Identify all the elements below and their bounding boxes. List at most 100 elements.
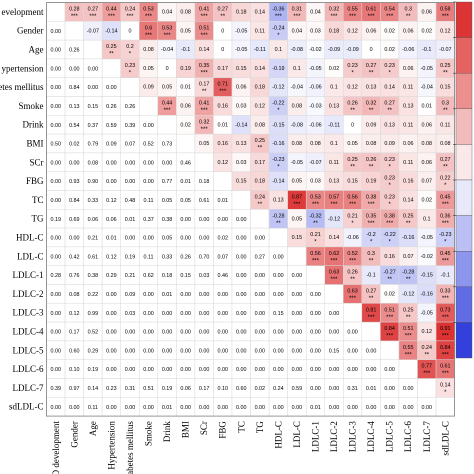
correlation-value: -0.06 bbox=[309, 85, 321, 91]
p-value: 0.93 bbox=[69, 179, 80, 185]
significance-stars: *** bbox=[201, 33, 209, 39]
p-value: 0.00 bbox=[180, 405, 191, 411]
correlation-value: 0.63 bbox=[347, 289, 358, 295]
significance-stars: *** bbox=[71, 14, 79, 20]
p-value: 0.00 bbox=[106, 160, 117, 166]
p-value: 0.07 bbox=[217, 254, 228, 260]
correlation-value: -0.11 bbox=[254, 47, 266, 53]
significance-stars: * bbox=[389, 240, 392, 246]
correlation-value: 0.16 bbox=[384, 254, 395, 260]
p-value: 0.00 bbox=[125, 160, 136, 166]
correlation-value: 0.08 bbox=[366, 141, 377, 147]
correlation-value: 0.14 bbox=[255, 66, 266, 72]
significance-stars: ** bbox=[220, 14, 225, 20]
p-value: 0.00 bbox=[51, 85, 62, 91]
significance-stars: *** bbox=[331, 202, 339, 208]
p-value: 0.07 bbox=[125, 142, 136, 148]
p-value: 0.00 bbox=[310, 367, 321, 373]
row-label: LDLC-5 bbox=[13, 345, 44, 355]
correlation-value: -0.06 bbox=[309, 122, 321, 128]
p-value: 0.00 bbox=[329, 330, 340, 336]
correlation-value: 0.57 bbox=[329, 195, 340, 201]
correlation-value: -0.1 bbox=[366, 273, 375, 279]
correlation-value: 0.51 bbox=[199, 25, 210, 31]
correlation-value: -0.02 bbox=[421, 254, 433, 260]
significance-stars: *** bbox=[386, 334, 394, 340]
p-value: 0.00 bbox=[236, 348, 247, 354]
significance-stars: *** bbox=[331, 258, 339, 264]
significance-stars: *** bbox=[293, 14, 301, 20]
p-value: 0.11 bbox=[143, 198, 153, 204]
correlation-value: 0.84 bbox=[440, 345, 451, 351]
significance-stars: ** bbox=[387, 277, 392, 283]
column-label: CAD development bbox=[51, 421, 61, 474]
p-value: 0.00 bbox=[143, 330, 154, 336]
p-value: 0.00 bbox=[125, 179, 136, 185]
correlation-value: 0.14 bbox=[199, 47, 210, 53]
p-value: 0.12 bbox=[106, 254, 117, 260]
p-value: 0.26 bbox=[180, 254, 191, 260]
p-value: 0.06 bbox=[180, 386, 191, 392]
p-value: 0.00 bbox=[69, 66, 80, 72]
correlation-value: 0.91 bbox=[440, 326, 451, 332]
correlation-value: 0.24 bbox=[125, 7, 136, 13]
correlation-value: 0.18 bbox=[255, 85, 266, 91]
significance-stars: ** bbox=[369, 70, 374, 76]
correlation-value: 0.21 bbox=[310, 232, 321, 238]
significance-stars: * bbox=[129, 52, 132, 58]
significance-stars: *** bbox=[293, 202, 301, 208]
p-value: 0.00 bbox=[255, 405, 266, 411]
correlation-value: 0.05 bbox=[292, 179, 303, 185]
p-value: 0.00 bbox=[329, 405, 340, 411]
correlation-value: 0.04 bbox=[310, 10, 321, 16]
correlation-value: 0.05 bbox=[143, 66, 154, 72]
correlation-value: 0.18 bbox=[329, 28, 340, 34]
p-value: 0.26 bbox=[125, 104, 136, 110]
p-value: 0.61 bbox=[199, 198, 210, 204]
p-value: 0.00 bbox=[236, 217, 247, 223]
p-value: 0.97 bbox=[69, 386, 80, 392]
correlation-value: -0.05 bbox=[291, 160, 303, 166]
correlation-value: 0 bbox=[128, 28, 131, 34]
correlation-value: 0.05 bbox=[199, 141, 210, 147]
p-value: 0.02 bbox=[217, 236, 228, 242]
column-label: Drink bbox=[162, 421, 172, 442]
correlation-value: 0.25 bbox=[255, 138, 266, 144]
significance-stars: * bbox=[444, 390, 447, 396]
correlation-value: 0.13 bbox=[403, 104, 414, 110]
p-value: 0.00 bbox=[273, 292, 284, 298]
significance-stars: *** bbox=[349, 258, 357, 264]
correlation-value: 0.16 bbox=[217, 141, 228, 147]
p-value: 0.15 bbox=[180, 273, 191, 279]
significance-stars: *** bbox=[442, 296, 450, 302]
significance-stars: *** bbox=[368, 221, 376, 227]
correlation-value: -0.16 bbox=[402, 235, 414, 241]
column-label: LDLC-3 bbox=[348, 421, 358, 452]
p-value: 0.00 bbox=[199, 217, 210, 223]
significance-stars: *** bbox=[368, 202, 376, 208]
p-value: 0.00 bbox=[273, 273, 284, 279]
heatmap-cell bbox=[268, 227, 288, 248]
correlation-value: 0.44 bbox=[106, 7, 117, 13]
p-value: 0.00 bbox=[199, 236, 210, 242]
correlation-value: 0.32 bbox=[199, 119, 210, 125]
p-value: 0.00 bbox=[143, 311, 154, 317]
significance-stars: * bbox=[389, 70, 392, 76]
correlation-value: -0.22 bbox=[272, 101, 284, 107]
p-value: 0.00 bbox=[143, 123, 154, 129]
correlation-value: 0.27 bbox=[366, 289, 377, 295]
p-value: 0.00 bbox=[422, 405, 433, 411]
significance-stars: *** bbox=[349, 296, 357, 302]
p-value: 0.84 bbox=[69, 198, 80, 204]
correlation-value: -0.05 bbox=[235, 28, 247, 34]
p-value: 0.00 bbox=[236, 236, 247, 242]
significance-stars: *** bbox=[368, 14, 376, 20]
p-value: 0.00 bbox=[347, 367, 358, 373]
significance-stars: ** bbox=[369, 296, 374, 302]
correlation-value: 0.02 bbox=[422, 28, 433, 34]
p-value: 0.21 bbox=[88, 236, 99, 242]
p-value: 0.00 bbox=[199, 330, 210, 336]
correlation-value: 0.52 bbox=[347, 251, 358, 257]
p-value: 0.50 bbox=[51, 142, 62, 148]
heatmap-cell bbox=[83, 39, 103, 60]
